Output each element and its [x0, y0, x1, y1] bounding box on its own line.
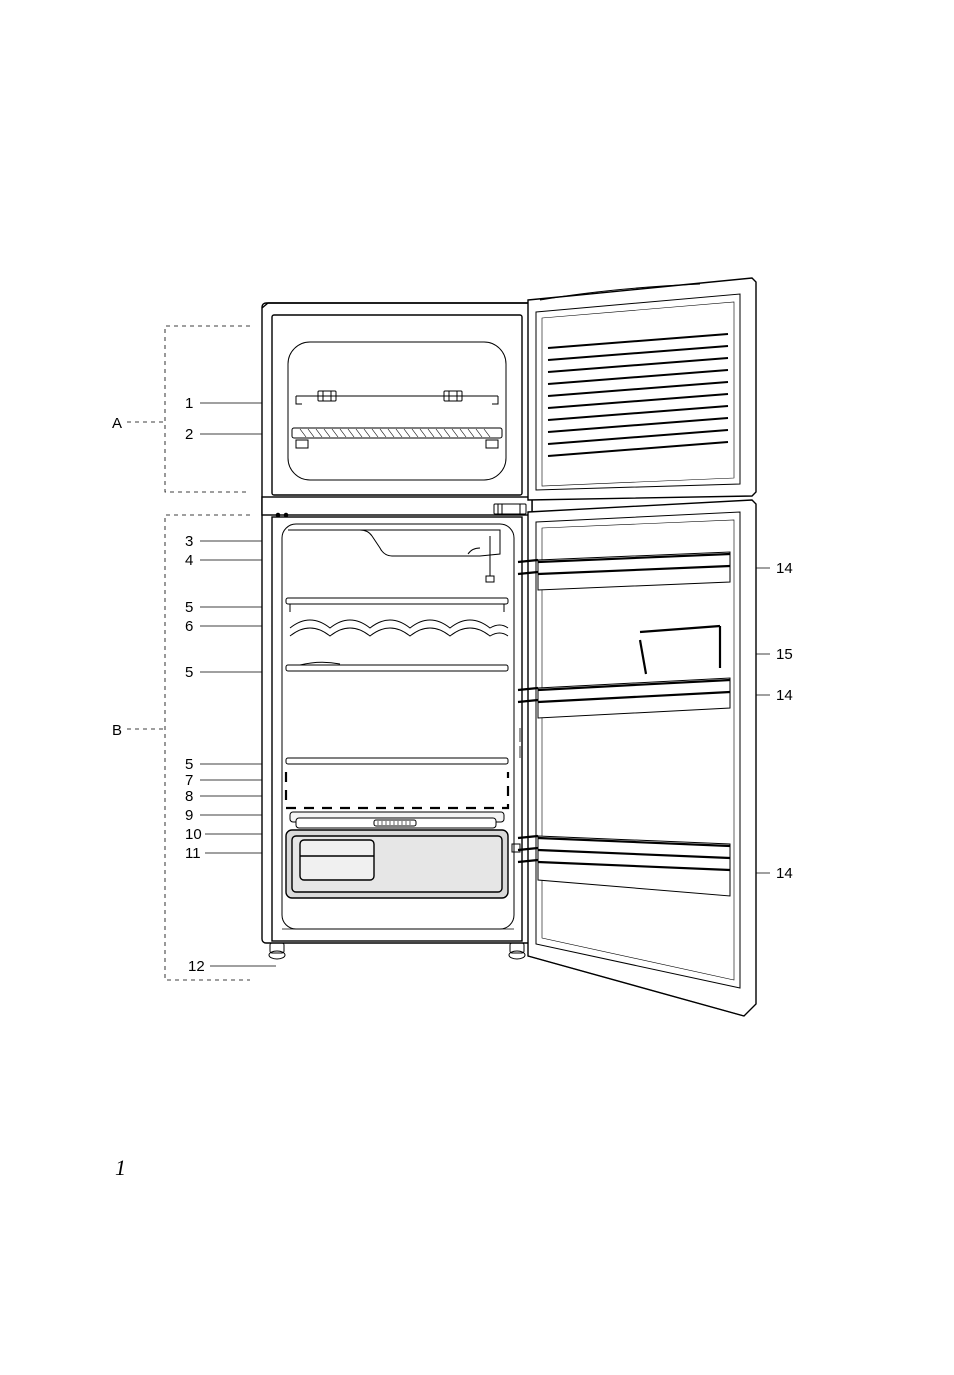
refrigerator-diagram: [0, 0, 954, 1375]
